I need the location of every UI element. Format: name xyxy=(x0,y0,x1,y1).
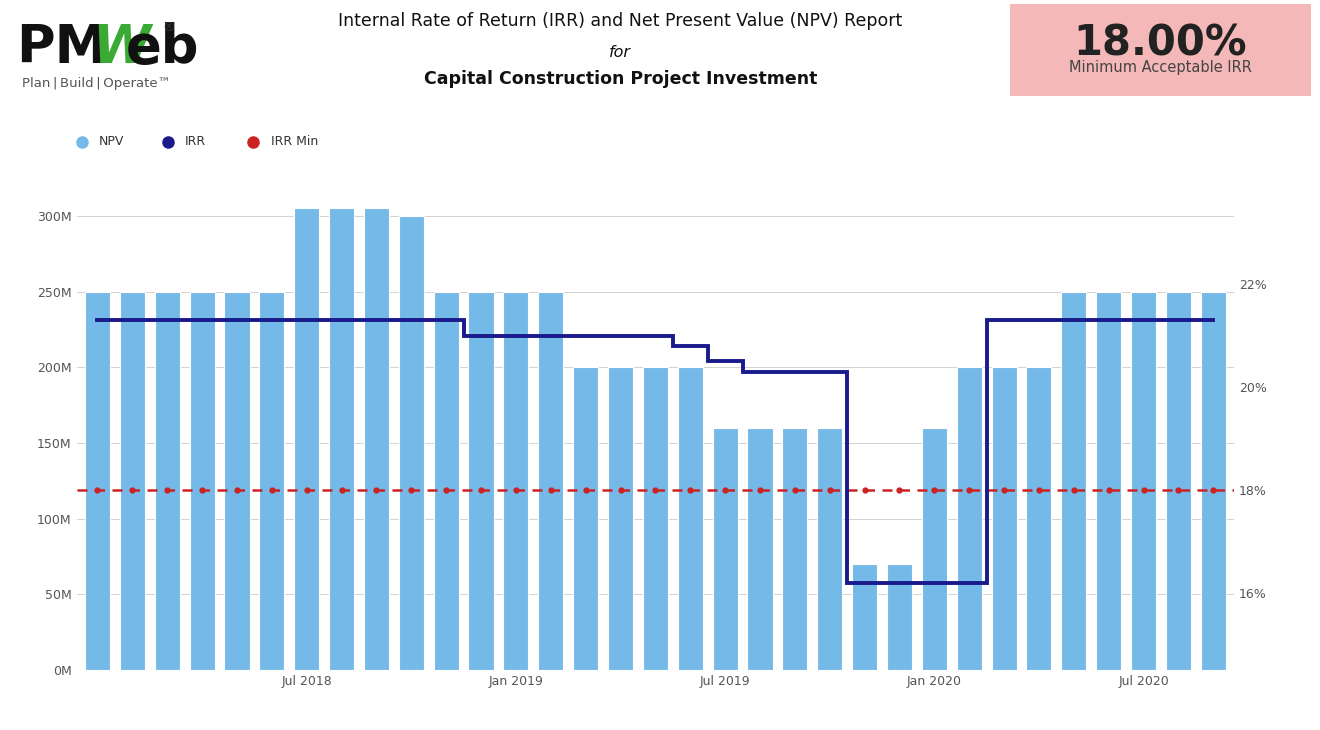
Bar xyxy=(677,367,702,670)
Bar xyxy=(817,428,842,670)
Text: NPV: NPV xyxy=(99,135,124,148)
Text: for: for xyxy=(610,45,631,60)
Text: Capital Construction Project Investment: Capital Construction Project Investment xyxy=(424,70,817,88)
Bar xyxy=(1131,292,1156,670)
Bar xyxy=(154,292,180,670)
Text: IRR: IRR xyxy=(185,135,206,148)
Bar xyxy=(609,367,634,670)
Bar xyxy=(1201,292,1226,670)
Text: Internal Rate of Return (IRR) and Net Present Value (NPV) Report: Internal Rate of Return (IRR) and Net Pr… xyxy=(338,12,903,30)
Bar xyxy=(713,428,738,670)
Bar xyxy=(84,292,110,670)
Bar xyxy=(1010,4,1311,96)
Bar xyxy=(1166,292,1191,670)
Bar xyxy=(503,292,528,670)
Bar xyxy=(259,292,284,670)
Bar xyxy=(294,209,319,670)
Bar xyxy=(399,216,424,670)
Bar xyxy=(957,367,982,670)
Bar xyxy=(1027,367,1052,670)
Bar xyxy=(190,292,215,670)
Bar xyxy=(887,564,912,670)
Text: eb: eb xyxy=(125,22,199,74)
Text: W: W xyxy=(92,22,150,74)
Bar xyxy=(1096,292,1121,670)
Text: Plan | Build | Operate™: Plan | Build | Operate™ xyxy=(22,77,172,90)
Text: 18.00%: 18.00% xyxy=(1073,22,1247,64)
Bar xyxy=(921,428,946,670)
Bar xyxy=(224,292,249,670)
Bar xyxy=(120,292,145,670)
Bar xyxy=(1061,292,1086,670)
Text: Minimum Acceptable IRR: Minimum Acceptable IRR xyxy=(1069,60,1251,75)
Bar xyxy=(364,209,389,670)
Bar xyxy=(469,292,494,670)
Bar xyxy=(539,292,564,670)
Text: NPV, IRR and IRR Min by Period: NPV, IRR and IRR Min by Period xyxy=(540,107,780,121)
Bar xyxy=(991,367,1016,670)
Bar xyxy=(851,564,878,670)
Text: IRR Min: IRR Min xyxy=(271,135,318,148)
Bar xyxy=(747,428,772,670)
Text: PM: PM xyxy=(16,22,107,74)
Bar xyxy=(433,292,459,670)
Bar xyxy=(329,209,354,670)
Text: ®: ® xyxy=(162,21,174,34)
Bar xyxy=(643,367,668,670)
Bar xyxy=(573,367,598,670)
Bar xyxy=(783,428,808,670)
